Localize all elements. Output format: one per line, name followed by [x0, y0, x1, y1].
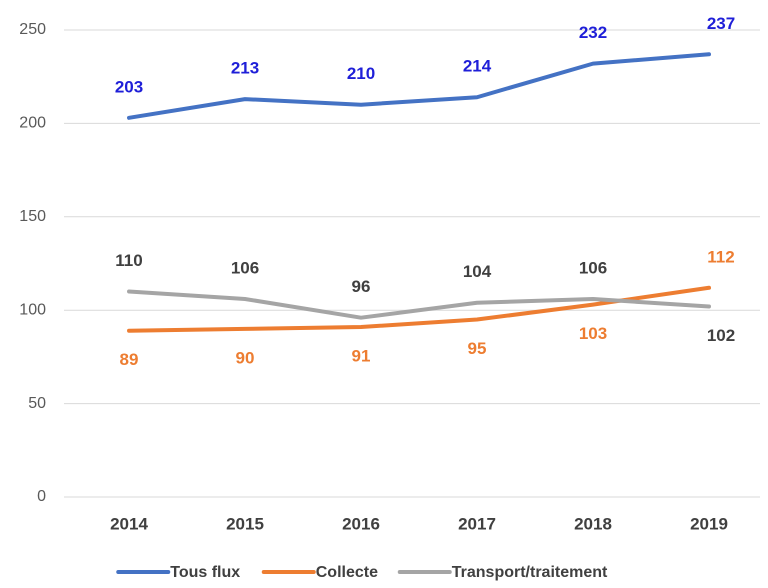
y-tick-label: 200 [19, 115, 46, 132]
y-tick-label: 100 [19, 301, 46, 318]
data-label: 103 [579, 324, 607, 343]
data-label: 213 [231, 59, 259, 78]
data-label: 90 [236, 348, 255, 367]
data-label: 106 [579, 258, 607, 277]
data-label: 110 [115, 251, 142, 270]
y-tick-label: 250 [19, 21, 46, 38]
data-label: 91 [352, 346, 371, 365]
x-tick-label: 2019 [690, 514, 728, 533]
data-label: 106 [231, 258, 259, 277]
x-tick-label: 2018 [574, 514, 612, 533]
series-line [127, 52, 711, 120]
series-line [127, 289, 711, 320]
x-tick-label: 2016 [342, 514, 380, 533]
data-label: 96 [352, 277, 371, 296]
x-tick-label: 2017 [458, 514, 496, 533]
data-label: 102 [707, 326, 735, 345]
data-label: 95 [468, 339, 487, 358]
y-tick-label: 150 [19, 208, 46, 225]
data-label: 203 [115, 77, 143, 96]
y-tick-label: 50 [28, 395, 46, 412]
legend-label: Tous flux [170, 564, 240, 581]
legend-label: Collecte [316, 564, 378, 581]
data-label: 112 [707, 247, 734, 266]
data-label: 210 [347, 64, 375, 83]
x-tick-label: 2015 [226, 514, 264, 533]
y-tick-label: 0 [37, 488, 46, 505]
data-label: 104 [463, 262, 492, 281]
data-label: 232 [579, 23, 607, 42]
x-tick-label: 2014 [110, 514, 148, 533]
data-label: 214 [463, 57, 492, 76]
data-label: 237 [707, 14, 735, 33]
data-label: 89 [120, 350, 139, 369]
legend-label: Transport/traitement [452, 564, 608, 581]
